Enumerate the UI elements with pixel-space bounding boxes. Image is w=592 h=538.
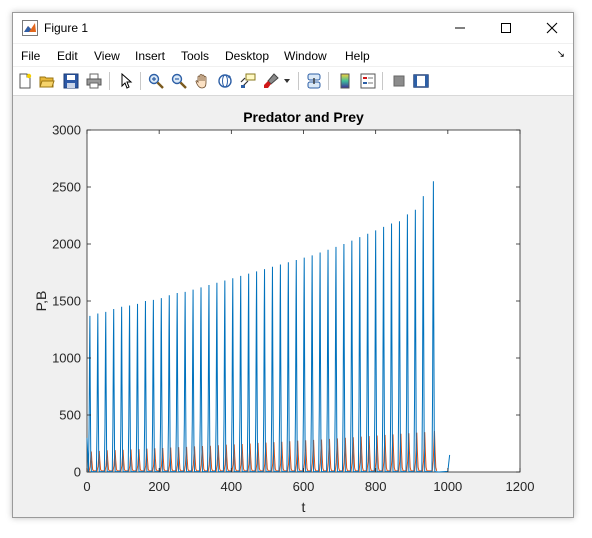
zoom-out-button[interactable] — [169, 71, 189, 91]
x-tick-label: 1200 — [506, 479, 535, 494]
new-figure-button[interactable] — [15, 71, 35, 91]
toolbar-separator — [140, 72, 141, 90]
open-file-icon — [39, 76, 55, 88]
select-arrow-button[interactable] — [116, 71, 136, 91]
hide-plot-tools-icon — [393, 75, 405, 87]
zoom-in-button[interactable] — [146, 71, 166, 91]
toolbar-separator — [382, 72, 383, 90]
link-plot-button[interactable] — [304, 71, 324, 91]
series-layer — [86, 181, 451, 473]
chart-title: Predator and Prey — [243, 109, 364, 125]
toolbar-separator — [109, 72, 110, 90]
window-title: Figure 1 — [44, 21, 89, 35]
brush-button[interactable] — [261, 71, 281, 91]
toolbar-separator — [328, 72, 329, 90]
menu-window[interactable]: Window — [284, 49, 327, 63]
x-tick-label: 400 — [220, 479, 242, 494]
toolbar-separator — [298, 72, 299, 90]
y-tick-label: 0 — [74, 465, 81, 480]
pan-hand-icon — [195, 74, 207, 89]
y-tick-label: 2500 — [52, 180, 81, 195]
hide-plot-tools-button[interactable] — [389, 71, 409, 91]
print-icon — [86, 73, 102, 89]
y-tick-label: 1000 — [52, 351, 81, 366]
x-axis-label: t — [302, 499, 306, 515]
minimize-button[interactable] — [437, 13, 483, 43]
close-icon — [546, 22, 558, 34]
maximize-button[interactable] — [483, 13, 529, 43]
brush-dropdown-icon — [284, 79, 290, 83]
y-tick-label: 2000 — [52, 237, 81, 252]
y-axis-label: P,B — [33, 291, 49, 312]
figure-toolbar — [13, 67, 573, 96]
legend-icon — [360, 73, 376, 89]
menu-file[interactable]: File — [21, 49, 41, 63]
menu-insert[interactable]: Insert — [135, 49, 166, 63]
x-tick-label: 200 — [148, 479, 170, 494]
menu-desktop[interactable]: Desktop — [225, 49, 270, 63]
save-button[interactable] — [61, 71, 81, 91]
show-plot-tools-icon — [413, 74, 429, 88]
pan-button[interactable] — [192, 71, 212, 91]
menu-tools[interactable]: Tools — [181, 49, 210, 63]
menu-view[interactable]: View — [94, 49, 120, 63]
new-figure-icon — [19, 73, 32, 89]
rotate-3d-button[interactable] — [215, 71, 235, 91]
prey-series-line[interactable] — [86, 181, 451, 473]
x-tick-label: 800 — [365, 479, 387, 494]
x-tick-label: 1000 — [433, 479, 462, 494]
close-button[interactable] — [529, 13, 575, 43]
legend-button[interactable] — [358, 71, 378, 91]
colorbar-button[interactable] — [335, 71, 355, 91]
rotate-3d-icon — [218, 74, 232, 88]
y-tick-label: 1500 — [52, 294, 81, 309]
menu-help[interactable]: Help — [345, 49, 370, 63]
ticks-layer: 0 200 400 600 800 1000 1200 0 500 1000 1500 2000 250… — [52, 123, 534, 495]
y-tick-label: 3000 — [52, 123, 81, 138]
select-arrow-icon — [121, 73, 133, 89]
brush-icon — [264, 73, 279, 88]
show-plot-tools-button[interactable] — [411, 71, 431, 91]
zoom-out-icon — [171, 73, 187, 89]
dock-arrow-icon[interactable]: ↘ — [556, 49, 565, 60]
link-plot-icon — [307, 73, 321, 89]
x-tick-label: 0 — [83, 479, 90, 494]
menu-bar: File Edit View Insert Tools Desktop Wind… — [13, 44, 573, 66]
zoom-in-icon — [148, 73, 164, 89]
predator-series-line[interactable] — [86, 430, 438, 472]
data-cursor-icon — [240, 73, 256, 88]
data-cursor-button[interactable] — [238, 71, 258, 91]
open-file-button[interactable] — [37, 71, 57, 91]
menu-edit[interactable]: Edit — [57, 49, 78, 63]
colorbar-icon — [340, 73, 350, 89]
y-tick-label: 500 — [59, 408, 81, 423]
minimize-icon — [455, 27, 465, 29]
print-button[interactable] — [84, 71, 104, 91]
maximize-icon — [501, 23, 511, 33]
brush-dropdown-button[interactable] — [282, 71, 292, 91]
save-icon — [63, 73, 79, 89]
x-tick-label: 600 — [293, 479, 315, 494]
title-bar[interactable]: Figure 1 — [13, 13, 573, 43]
matlab-app-icon — [22, 20, 38, 36]
